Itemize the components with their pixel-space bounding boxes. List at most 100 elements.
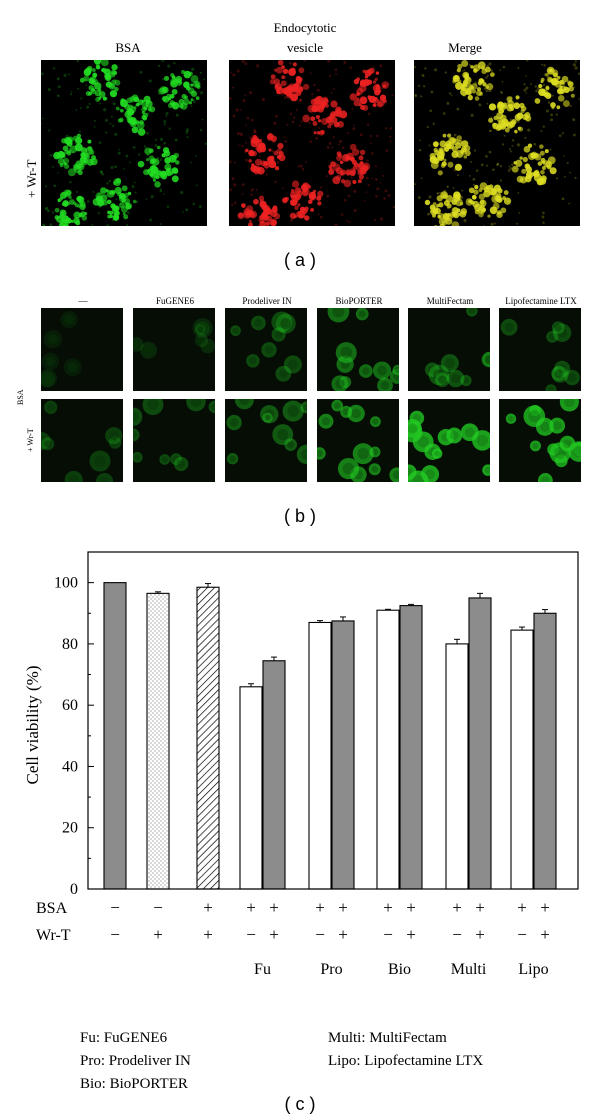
panel-b-micrograph-image <box>425 308 490 388</box>
merge-signal-noise <box>511 144 514 147</box>
bsa-signal-noise <box>52 67 56 70</box>
bsa-signal-noise <box>154 144 158 147</box>
merge-signal-noise <box>511 163 514 166</box>
bsa-sign: + <box>475 898 485 917</box>
bsa-signal-speckle <box>183 81 190 89</box>
condition-row-label: BSA <box>36 900 68 917</box>
vesicle-signal-speckle <box>256 166 265 175</box>
cell-nucleus <box>229 455 236 462</box>
merge-signal-noise <box>418 148 422 152</box>
bsa-signal-speckle <box>141 114 147 120</box>
wrt-sign: + <box>269 925 279 944</box>
merge-signal-noise <box>509 166 513 171</box>
bsa-signal-speckle <box>159 86 168 94</box>
bsa-signal-speckle <box>152 158 160 166</box>
cell-signal <box>500 318 518 336</box>
bsa-signal-speckle <box>156 171 164 178</box>
merge-signal-noise <box>508 165 511 168</box>
merge-signal-speckle <box>556 105 561 110</box>
merge-signal-speckle <box>461 60 469 68</box>
panel-b-column-title: BioPORTER <box>335 296 383 306</box>
merge-signal-noise <box>501 81 504 83</box>
bsa-signal-speckle <box>94 82 102 90</box>
vesicle-signal-speckle <box>360 161 364 165</box>
bsa-signal-noise <box>98 141 102 145</box>
cell-nucleus <box>564 399 575 408</box>
bsa-signal-speckle <box>125 202 133 210</box>
vesicle-signal-speckle <box>288 68 296 77</box>
vesicle-signal-speckle <box>364 75 369 79</box>
vesicle-signal-noise <box>326 145 330 149</box>
vesicle-signal-noise <box>389 135 392 138</box>
merge-signal-noise <box>420 95 423 98</box>
bsa-signal-noise <box>159 137 164 141</box>
cell-nucleus <box>476 434 489 446</box>
bsa-signal-speckle <box>164 75 170 81</box>
bsa-signal-speckle <box>168 154 177 163</box>
bsa-signal-noise <box>77 87 80 90</box>
bsa-signal-noise <box>56 77 60 81</box>
merge-signal-speckle <box>443 158 447 162</box>
merge-signal-noise <box>426 126 429 129</box>
vesicle-signal-noise <box>328 74 332 78</box>
cell-signal <box>300 401 307 414</box>
bsa-signal-noise <box>163 120 167 124</box>
vesicle-signal-noise <box>338 139 343 144</box>
bsa-signal-noise <box>98 206 101 209</box>
bsa-sign: + <box>315 898 325 917</box>
merge-signal-noise <box>428 195 432 199</box>
vesicle-signal-speckle <box>273 205 278 210</box>
panel-b-micrograph-image <box>133 399 215 472</box>
merge-signal-noise <box>535 89 539 93</box>
panel-b-column-title: MultiFectam <box>426 296 474 306</box>
merge-signal-speckle <box>488 103 497 111</box>
vesicle-signal-noise <box>236 69 240 73</box>
merge-signal-speckle <box>554 80 562 88</box>
merge-signal-speckle <box>502 196 507 200</box>
vesicle-signal-speckle <box>361 164 369 172</box>
merge-signal-noise <box>542 125 545 128</box>
vesicle-signal-noise <box>250 188 254 192</box>
merge-signal-noise <box>456 107 460 111</box>
bsa-signal-noise <box>44 185 48 188</box>
vesicle-signal-noise <box>289 112 293 116</box>
wrt-sign: − <box>452 925 462 944</box>
merge-signal-noise <box>555 177 559 180</box>
bsa-signal-noise <box>41 117 44 120</box>
cell-signal <box>368 463 381 476</box>
vesicle-signal-speckle <box>290 194 295 199</box>
wrt-sign: + <box>406 925 416 944</box>
cell-signal <box>408 470 429 482</box>
cell-nucleus <box>249 357 257 365</box>
panel-a-title-vesicle-line2: vesicle <box>286 40 324 55</box>
merge-signal-speckle <box>456 68 462 73</box>
panel-b-micrograph <box>317 399 399 482</box>
cell-nucleus <box>147 399 159 411</box>
bsa-signal-noise <box>157 64 161 68</box>
merge-signal-noise <box>480 163 484 167</box>
merge-signal-speckle <box>545 72 549 77</box>
vesicle-signal-speckle <box>355 164 363 172</box>
vesicle-signal-noise <box>376 187 380 191</box>
vesicle-signal-speckle <box>368 95 377 104</box>
cell-nucleus <box>548 333 556 341</box>
vesicle-signal-noise <box>281 93 284 96</box>
bar <box>468 597 492 890</box>
cell-signal <box>133 407 143 426</box>
merge-signal-noise <box>468 175 471 177</box>
vesicle-signal-speckle <box>259 199 264 204</box>
vesicle-signal-noise <box>332 136 336 139</box>
vesicle-signal-noise <box>241 60 245 63</box>
bsa-signal-noise <box>75 109 78 111</box>
merge-signal-speckle <box>514 129 518 134</box>
merge-signal-noise <box>434 68 438 72</box>
bsa-signal-speckle <box>114 79 121 86</box>
bsa-signal-speckle <box>111 64 118 71</box>
bsa-signal-speckle <box>111 205 118 212</box>
cell-nucleus <box>211 403 215 411</box>
vesicle-signal-noise <box>315 136 319 140</box>
merge-signal-speckle <box>503 190 509 195</box>
cell-signal <box>230 325 241 337</box>
vesicle-signal-speckle <box>269 79 276 85</box>
bsa-signal-noise <box>199 128 203 132</box>
